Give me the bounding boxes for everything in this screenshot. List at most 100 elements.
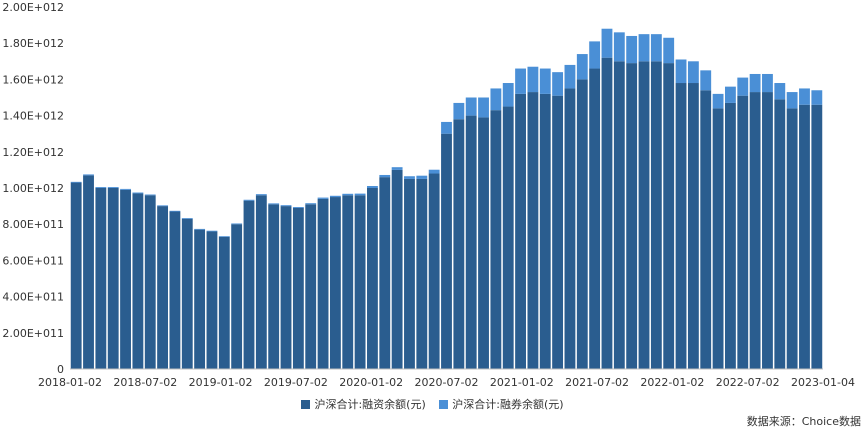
bar-securities-lending	[132, 192, 144, 194]
bar-securities-lending	[626, 35, 638, 64]
bar-financing	[144, 195, 156, 369]
y-tick-label: 1.20E+012	[2, 146, 64, 159]
bar-financing	[317, 198, 329, 369]
bar-financing	[453, 119, 465, 369]
bar-securities-lending	[329, 195, 341, 198]
bar-securities-lending	[663, 37, 675, 64]
bar-financing	[157, 206, 169, 369]
bar-securities-lending	[724, 86, 736, 103]
bar-financing	[342, 195, 354, 369]
bar-financing	[305, 204, 317, 369]
bar-securities-lending	[527, 66, 539, 93]
bar-financing	[70, 182, 82, 369]
bar-financing	[724, 102, 736, 370]
bar-financing	[169, 211, 181, 369]
bar-financing	[799, 104, 810, 370]
bar-financing	[280, 206, 292, 369]
bar-securities-lending	[218, 236, 230, 237]
bar-securities-lending	[243, 199, 255, 201]
bar-financing	[194, 229, 206, 369]
y-axis-ticks: 0 2.00E+011 4.00E+011 6.00E+011 8.00E+011 1.0…	[2, 1, 64, 376]
y-tick-label: 0	[57, 363, 64, 376]
x-tick-label: 2022-01-02	[640, 376, 704, 389]
x-tick-label: 2021-01-02	[490, 376, 554, 389]
y-tick-label: 4.00E+011	[2, 291, 64, 304]
bar-financing	[379, 177, 391, 369]
bar-financing	[527, 92, 539, 369]
bar-securities-lending	[576, 54, 588, 80]
data-source-note: 数据来源：Choice数据	[746, 415, 861, 428]
bar-securities-lending	[342, 193, 354, 196]
legend-item-lending: 沪深合计:融券余额(元)	[439, 396, 564, 412]
bar-securities-lending	[206, 230, 218, 232]
bar-securities-lending	[687, 61, 699, 84]
legend-item-financing: 沪深合计:融资余额(元)	[301, 396, 426, 412]
bar-financing	[749, 92, 761, 369]
y-tick-label: 1.00E+012	[2, 182, 64, 195]
bar-financing	[120, 189, 131, 369]
bar-securities-lending	[601, 28, 613, 58]
bar-financing	[638, 61, 650, 370]
bar-financing	[354, 195, 366, 369]
bar-financing	[107, 188, 119, 369]
bar-securities-lending	[404, 176, 415, 179]
bar-financing	[416, 178, 428, 369]
bar-securities-lending	[354, 193, 366, 196]
bars-group	[70, 28, 823, 370]
y-tick-label: 2.00E+011	[2, 327, 64, 340]
y-tick-label: 8.00E+011	[2, 218, 64, 231]
bar-securities-lending	[169, 210, 181, 212]
x-tick-label: 2022-07-02	[716, 376, 780, 389]
bar-securities-lending	[120, 188, 131, 190]
x-tick-label: 2018-07-02	[113, 376, 177, 389]
bar-securities-lending	[712, 93, 724, 109]
bar-securities-lending	[157, 205, 169, 207]
bar-financing	[181, 218, 193, 369]
bar-securities-lending	[811, 90, 823, 105]
bar-securities-lending	[539, 68, 551, 94]
bar-financing	[268, 204, 280, 369]
bar-financing	[243, 200, 255, 369]
bar-securities-lending	[367, 186, 378, 188]
x-tick-label: 2023-01-04	[791, 376, 855, 389]
bar-securities-lending	[292, 207, 304, 208]
bar-financing	[502, 106, 514, 370]
bar-securities-lending	[268, 203, 280, 205]
bar-securities-lending	[379, 174, 391, 178]
bar-financing	[441, 133, 452, 369]
y-tick-label: 1.60E+012	[2, 73, 64, 86]
bar-financing	[490, 110, 502, 370]
x-tick-label: 2018-01-02	[38, 376, 102, 389]
bar-financing	[539, 93, 551, 369]
x-tick-label: 2020-01-02	[339, 376, 403, 389]
legend-swatch-lending	[439, 399, 449, 409]
bar-securities-lending	[83, 174, 94, 176]
bar-financing	[404, 178, 415, 369]
bar-financing	[712, 108, 724, 370]
bar-financing	[515, 93, 526, 369]
bar-securities-lending	[552, 72, 564, 96]
bar-financing	[552, 95, 564, 369]
bar-securities-lending	[774, 83, 786, 100]
bar-securities-lending	[95, 187, 107, 188]
bar-securities-lending	[490, 88, 502, 111]
bar-financing	[218, 236, 230, 369]
bar-securities-lending	[638, 34, 650, 62]
bar-financing	[601, 57, 613, 370]
bar-financing	[774, 99, 786, 369]
bar-financing	[465, 115, 477, 369]
bar-financing	[737, 95, 749, 369]
bar-financing	[428, 173, 440, 369]
bar-financing	[329, 197, 341, 369]
bar-securities-lending	[564, 64, 576, 89]
bar-securities-lending	[786, 92, 798, 109]
legend-swatch-financing	[301, 399, 311, 409]
y-tick-label: 6.00E+011	[2, 254, 64, 267]
bar-securities-lending	[613, 32, 625, 62]
bar-financing	[83, 175, 94, 369]
bar-financing	[626, 63, 638, 370]
x-tick-label: 2019-07-02	[264, 376, 328, 389]
bar-securities-lending	[453, 102, 465, 120]
legend-label-lending: 沪深合计:融券余额(元)	[452, 398, 564, 411]
bar-securities-lending	[391, 167, 403, 170]
